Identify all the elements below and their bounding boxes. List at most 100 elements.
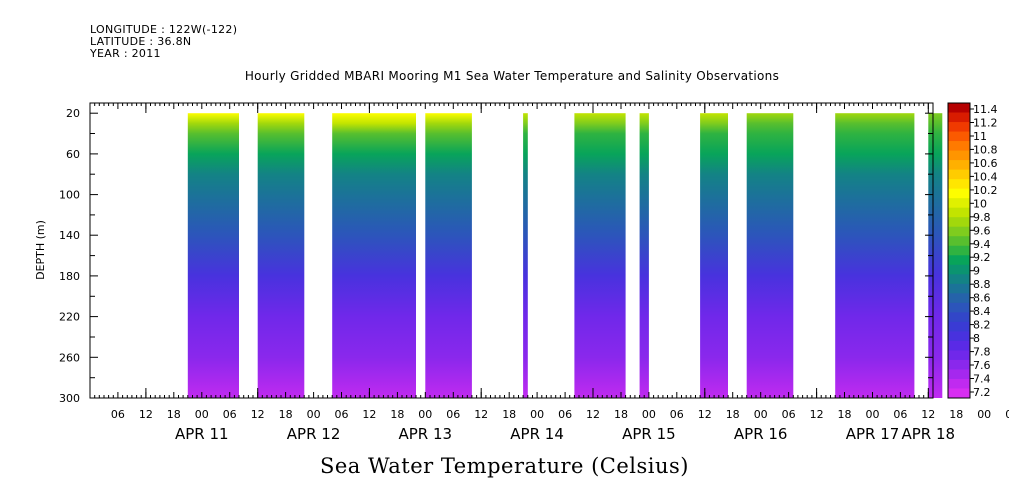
colorbar-swatch <box>948 264 970 275</box>
colorbar-swatch <box>948 331 970 342</box>
x-date-label: APR 11 <box>175 425 229 443</box>
x-tick-label: 00 <box>754 408 768 421</box>
x-tick-label: 18 <box>502 408 516 421</box>
plot-frame <box>89 102 934 399</box>
colorbar-label: 7.2 <box>973 386 991 399</box>
colorbar-swatch <box>948 160 970 171</box>
x-tick-label: 06 <box>446 408 460 421</box>
x-tick-label: 00 <box>866 408 880 421</box>
x-date-label: APR 15 <box>622 425 676 443</box>
latitude-label: LATITUDE : 36.8N <box>90 35 192 48</box>
colorbar-swatch <box>948 378 970 389</box>
colorbar-swatch <box>948 226 970 237</box>
colorbar-label: 8.6 <box>973 292 991 305</box>
colorbar-label: 11 <box>973 130 987 143</box>
x-tick-label: 06 <box>670 408 684 421</box>
colorbar-label: 9.4 <box>973 238 991 251</box>
data-segment <box>746 113 794 398</box>
x-tick-label: 12 <box>139 408 153 421</box>
data-segment <box>835 113 915 398</box>
x-tick-label: 12 <box>698 408 712 421</box>
data-segment <box>639 113 649 398</box>
colorbar-swatch <box>948 340 970 351</box>
colorbar-label: 11.4 <box>973 103 998 116</box>
plot-area <box>89 102 943 399</box>
colorbar-swatch <box>948 188 970 199</box>
colorbar-frame <box>947 102 971 399</box>
x-tick-label: 18 <box>726 408 740 421</box>
colorbar-swatch <box>948 112 970 123</box>
data-segment <box>574 113 626 398</box>
x-tick-label: 18 <box>838 408 852 421</box>
colorbar-label: 8.4 <box>973 305 991 318</box>
colorbar-swatch <box>948 236 970 247</box>
colorbar-swatch <box>948 198 970 209</box>
x-tick-label: 18 <box>949 408 963 421</box>
x-tick-label: 00 <box>418 408 432 421</box>
x-tick-label: 06 <box>782 408 796 421</box>
y-tick-label: 60 <box>66 148 80 161</box>
colorbar-swatch <box>948 150 970 161</box>
year-label: YEAR : 2011 <box>90 47 161 60</box>
y-tick-label: 220 <box>59 311 80 324</box>
data-segment <box>187 113 239 398</box>
x-axis: 06 12 18 00 06 12 18 00 06 12 18 00 06 12 18 00 06 12 18 00… <box>89 103 1009 443</box>
colorbar-swatch <box>948 169 970 180</box>
y-tick-label: 140 <box>59 229 80 242</box>
colorbar-label: 7.8 <box>973 346 991 359</box>
x-tick-label: 12 <box>586 408 600 421</box>
colorbar-swatch <box>948 369 970 380</box>
x-date-label: APR 13 <box>399 425 453 443</box>
y-tick-label: 260 <box>59 351 80 364</box>
colorbar-label: 9.2 <box>973 251 991 264</box>
data-segment <box>332 113 416 398</box>
colorbar-label: 9 <box>973 265 980 278</box>
x-tick-label: 00 <box>530 408 544 421</box>
value-label: Sea Water Temperature (Celsius) <box>319 454 689 478</box>
x-date-label: APR 12 <box>287 425 341 443</box>
colorbar-swatch <box>948 141 970 152</box>
colorbar-swatch <box>948 245 970 256</box>
x-tick-label: 00 <box>195 408 209 421</box>
y-tick-label: 20 <box>66 107 80 120</box>
y-axis: 20 60 100 140 180 220 260 300 <box>59 107 933 405</box>
x-tick-label: 18 <box>167 408 181 421</box>
y-tick-label: 100 <box>59 189 80 202</box>
colorbar-swatch <box>948 312 970 323</box>
colorbar-label: 10.4 <box>973 170 998 183</box>
colorbar-label: 9.8 <box>973 211 991 224</box>
colorbar-label: 8.2 <box>973 319 991 332</box>
colorbar-swatch <box>948 274 970 285</box>
x-tick-label: 00 <box>307 408 321 421</box>
x-tick-label: 06 <box>893 408 907 421</box>
x-date-label: APR 17 <box>846 425 900 443</box>
x-tick-label: 06 <box>223 408 237 421</box>
colorbar-swatch <box>948 122 970 133</box>
colorbar-swatch <box>948 321 970 332</box>
colorbar-label: 11.2 <box>973 117 998 130</box>
colorbar: 11.411.21110.810.610.410.2109.89.69.49.2… <box>947 102 998 399</box>
x-tick-label: 18 <box>614 408 628 421</box>
colorbar-swatch <box>948 293 970 304</box>
colorbar-swatch <box>948 302 970 313</box>
colorbar-label: 7.4 <box>973 373 991 386</box>
longitude-label: LONGITUDE : 122W(-122) <box>90 23 238 36</box>
x-tick-label: 00 <box>977 408 991 421</box>
x-tick-label: 06 <box>558 408 572 421</box>
x-tick-label: 12 <box>474 408 488 421</box>
x-tick-label: 00 <box>642 408 656 421</box>
x-tick-label: 12 <box>921 408 935 421</box>
colorbar-label: 10.2 <box>973 184 998 197</box>
x-tick-label: 12 <box>251 408 265 421</box>
colorbar-label: 7.6 <box>973 359 991 372</box>
colorbar-label: 8 <box>973 332 980 345</box>
colorbar-swatch <box>948 255 970 266</box>
x-tick-label: 06 <box>1005 408 1009 421</box>
colorbar-swatch <box>948 207 970 218</box>
colorbar-swatch <box>948 131 970 142</box>
colorbar-label: 9.6 <box>973 224 991 237</box>
data-segment <box>928 113 943 398</box>
colorbar-swatch <box>948 283 970 294</box>
data-segment <box>523 113 528 398</box>
chart-title: Hourly Gridded MBARI Mooring M1 Sea Wate… <box>244 69 780 83</box>
